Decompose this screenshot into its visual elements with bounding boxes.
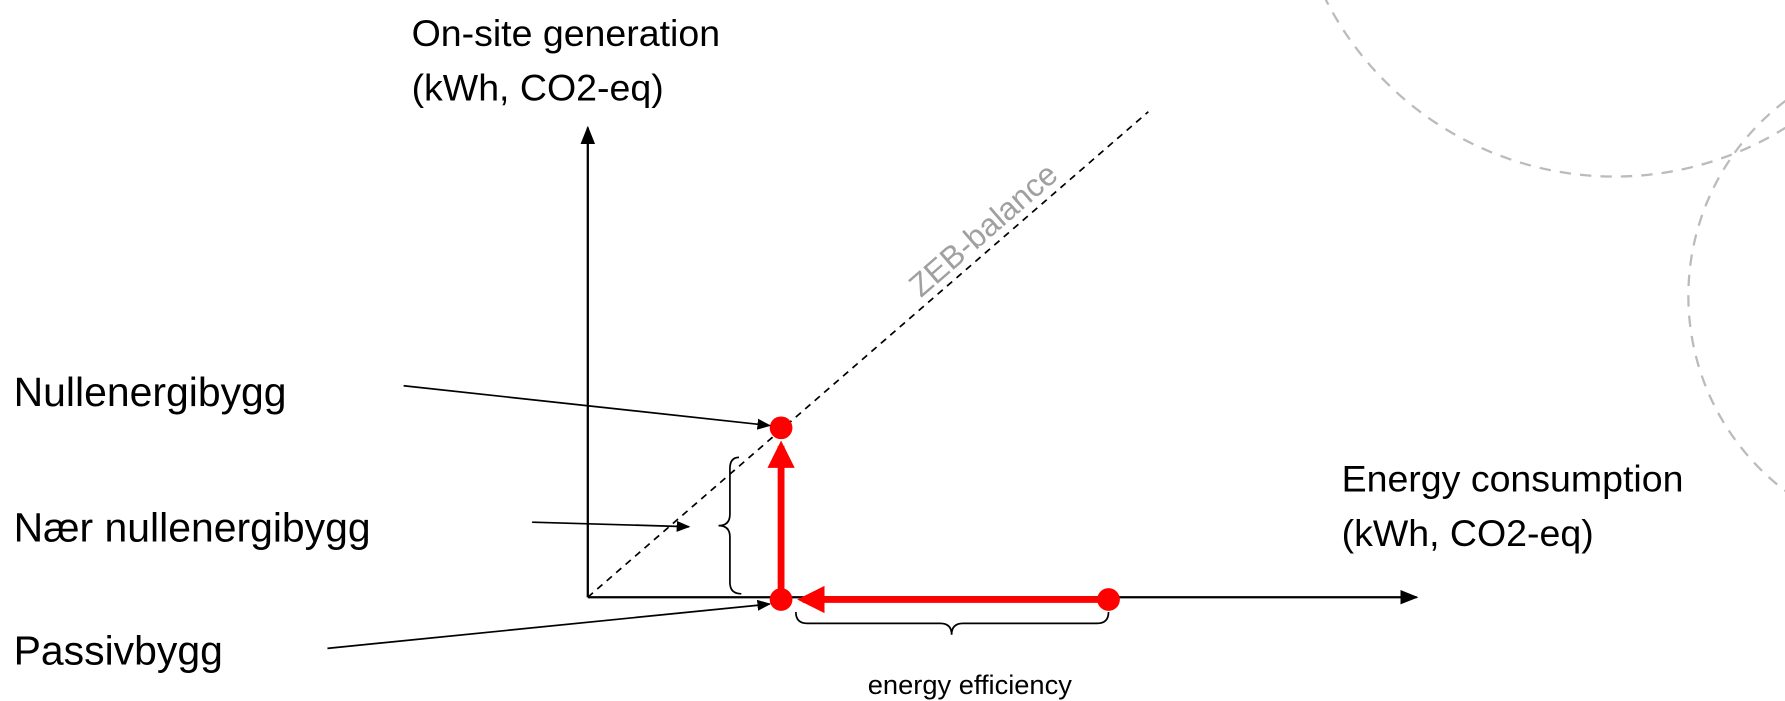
zeb-line — [587, 111, 1149, 598]
pointer — [403, 384, 772, 430]
x-axis-label: Energy consumption — [1342, 457, 1684, 499]
pointer — [532, 520, 691, 532]
pointer — [327, 599, 772, 650]
y-axis-label: On-site generation — [412, 12, 721, 54]
brace — [718, 456, 742, 595]
level-label: Nullenergibygg — [14, 369, 287, 415]
brace — [795, 611, 1110, 635]
point — [769, 588, 793, 611]
x-axis-label: (kWh, CO2-eq) — [1342, 512, 1594, 554]
level-label: Passivbygg — [14, 627, 223, 673]
y-axis-label: (kWh, CO2-eq) — [412, 66, 664, 108]
annotation: energy efficiency — [868, 669, 1072, 700]
diagonal-label: ZEB-balance — [902, 156, 1064, 304]
decoration — [1324, 0, 1785, 492]
point — [769, 416, 793, 440]
point — [1097, 588, 1120, 611]
level-label: Nær nullenergibygg — [14, 505, 371, 551]
